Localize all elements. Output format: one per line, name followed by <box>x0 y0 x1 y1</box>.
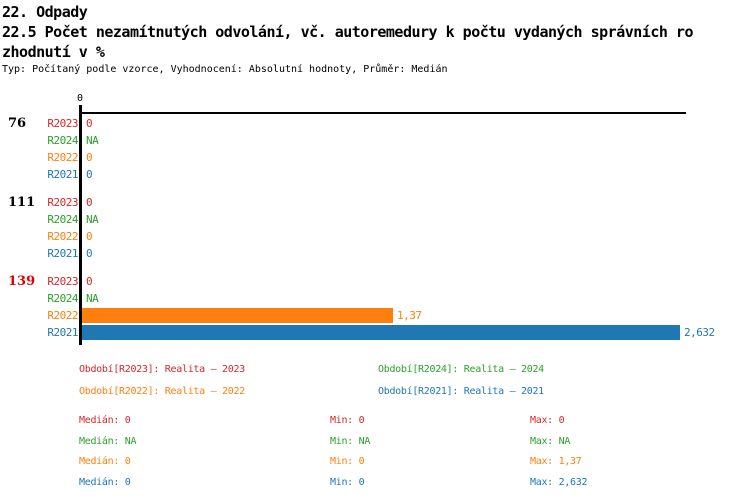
chart-row: R2021 0 <box>0 245 750 262</box>
legend-item: Období[R2021]: Realita – 2021 <box>378 386 544 397</box>
value-label: 0 <box>86 151 93 164</box>
legend-item: Období[R2023]: Realita – 2023 <box>79 364 245 375</box>
stat-median: Medián: 0 <box>79 456 131 467</box>
value-label: 0 <box>86 117 93 130</box>
value-label: NA <box>86 134 99 147</box>
stat-min: Min: 0 <box>330 415 365 426</box>
series-label: R2024 <box>47 134 78 147</box>
chart-row: 139 R2023 0 <box>0 273 750 290</box>
chart-row: R2022 0 <box>0 228 750 245</box>
series-label: R2021 <box>47 247 78 260</box>
stat-median: Medián: NA <box>79 436 137 447</box>
legend-item: Období[R2022]: Realita – 2022 <box>79 386 245 397</box>
stat-min: Min: 0 <box>330 477 365 488</box>
chart-row: R2021 0 <box>0 166 750 183</box>
stat-max: Max: 2,632 <box>530 477 588 488</box>
value-label: 0 <box>86 196 93 209</box>
series-label: R2021 <box>47 168 78 181</box>
stat-max: Max: 1,37 <box>530 456 582 467</box>
group-label: 139 <box>8 274 36 289</box>
value-label: 0 <box>86 247 93 260</box>
section-title: 22. Odpady <box>2 3 88 21</box>
chart-row: R2024 NA <box>0 132 750 149</box>
series-label: R2024 <box>47 292 78 305</box>
value-label: 1,37 <box>397 309 422 322</box>
x-axis-line <box>79 112 686 114</box>
stat-max: Max: NA <box>530 436 571 447</box>
series-label: R2024 <box>47 213 78 226</box>
stat-median: Medián: 0 <box>79 415 131 426</box>
chart-row: 111 R2023 0 <box>0 194 750 211</box>
chart-row: R2024 NA <box>0 290 750 307</box>
chart-row: R2022 0 <box>0 149 750 166</box>
series-label: R2023 <box>47 196 78 209</box>
series-label: R2021 <box>47 326 78 339</box>
chart-row: R2022 1,37 <box>0 307 750 324</box>
chart-row: 76 R2023 0 <box>0 115 750 132</box>
stat-max: Max: 0 <box>530 415 565 426</box>
chart-row: R2024 NA <box>0 211 750 228</box>
x-axis-tick-label: 0 <box>76 93 84 104</box>
indicator-title-line2: zhodnutí v % <box>2 43 105 61</box>
value-label: NA <box>86 292 99 305</box>
group-label: 111 <box>8 195 36 210</box>
series-label: R2023 <box>47 275 78 288</box>
stat-median: Medián: 0 <box>79 477 131 488</box>
stat-min: Min: 0 <box>330 456 365 467</box>
series-label: R2023 <box>47 117 78 130</box>
series-label: R2022 <box>47 151 78 164</box>
value-bar <box>82 308 393 323</box>
legend-item: Období[R2024]: Realita – 2024 <box>378 364 544 375</box>
stat-min: Min: NA <box>330 436 371 447</box>
value-bar <box>82 325 680 340</box>
y-axis-line <box>79 105 82 345</box>
value-label: NA <box>86 213 99 226</box>
chart-row: R2021 2,632 <box>0 324 750 341</box>
indicator-meta: Typ: Počítaný podle vzorce, Vyhodnocení:… <box>2 64 448 75</box>
group-label: 76 <box>8 116 27 131</box>
series-label: R2022 <box>47 230 78 243</box>
series-label: R2022 <box>47 309 78 322</box>
value-label: 0 <box>86 275 93 288</box>
value-label: 0 <box>86 230 93 243</box>
value-label: 2,632 <box>684 326 715 339</box>
indicator-title-line1: 22.5 Počet nezamítnutých odvolání, vč. a… <box>2 23 694 41</box>
value-label: 0 <box>86 168 93 181</box>
